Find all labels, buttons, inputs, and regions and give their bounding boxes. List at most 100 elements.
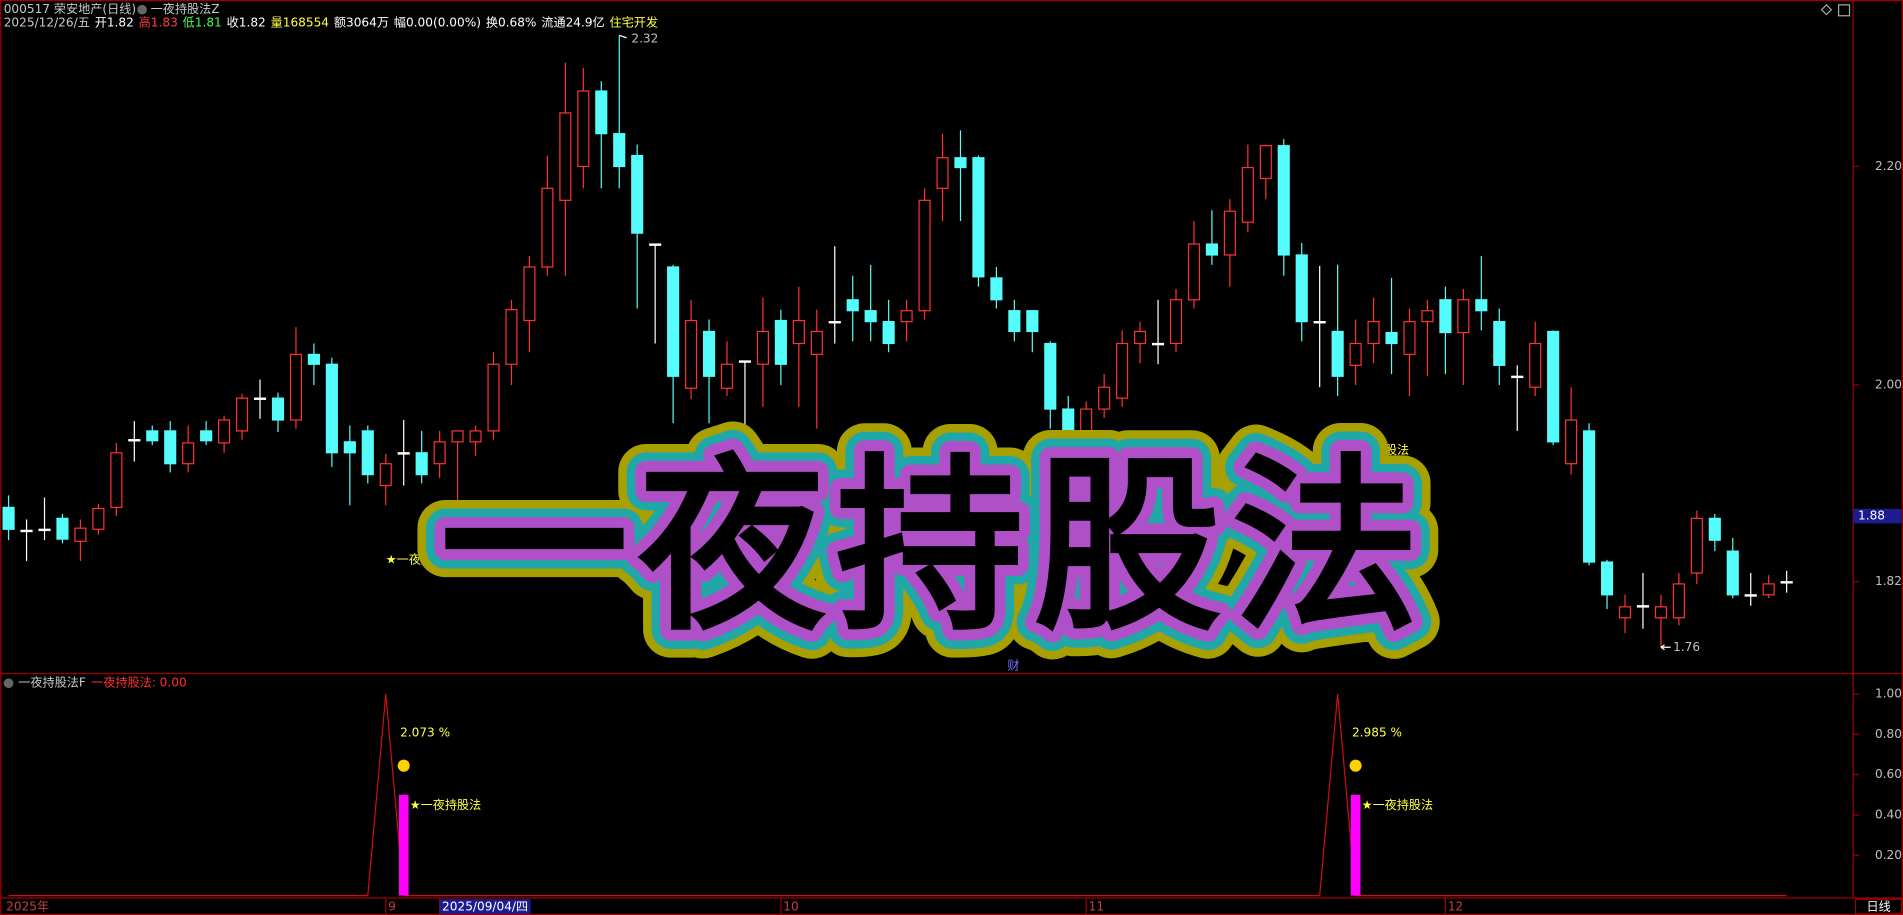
candle-body xyxy=(218,419,231,444)
y-tick-label: 0.20 xyxy=(1875,848,1902,862)
price-marker xyxy=(1853,508,1902,524)
candle-body xyxy=(1169,299,1183,345)
header-item: 流通24.9亿 xyxy=(541,15,604,30)
candle-body xyxy=(810,330,823,356)
candle-body xyxy=(1439,299,1452,334)
period-label[interactable]: 日线 xyxy=(1867,900,1891,914)
candle-body xyxy=(846,299,859,312)
candle-body xyxy=(1583,430,1596,563)
candle-body xyxy=(38,528,51,532)
candle-body xyxy=(1187,243,1201,301)
candle-body xyxy=(1241,166,1254,223)
candle-body xyxy=(92,507,105,530)
period-button[interactable] xyxy=(1854,898,1903,915)
header-item: 量168554 xyxy=(271,16,330,30)
candle-body xyxy=(1080,408,1093,432)
candle-body xyxy=(577,90,590,168)
candle-body xyxy=(361,430,374,476)
signal-note: ★一夜持股法 xyxy=(1362,797,1434,812)
candle-body xyxy=(792,319,805,345)
candle-body xyxy=(1403,321,1416,356)
candle-body xyxy=(864,310,877,323)
candle-body xyxy=(1026,310,1039,333)
max-pointer xyxy=(619,34,627,39)
candle-body xyxy=(469,430,482,443)
y-tick-label: 1.82 xyxy=(1875,574,1902,588)
candle-body xyxy=(20,529,33,533)
candle-body xyxy=(1672,583,1685,619)
overlay-title: 一夜持股法 xyxy=(440,438,1429,657)
candle-body xyxy=(343,441,356,454)
signal-pct: 2.073 % xyxy=(400,725,450,739)
menu-icon[interactable] xyxy=(3,678,14,689)
x-tick-label: 10 xyxy=(783,900,798,914)
header-item: 开1.82 xyxy=(95,16,134,30)
y-tick-label: 0.60 xyxy=(1875,767,1902,781)
signal-bar xyxy=(398,794,409,896)
candle-body xyxy=(1780,581,1793,584)
candle-body xyxy=(720,363,734,389)
candle-body xyxy=(559,112,572,201)
footer-mark: 财 xyxy=(1007,659,1019,673)
overlay-title: 一夜持股法 xyxy=(440,438,1429,657)
smiley xyxy=(1349,759,1362,772)
candle-body xyxy=(631,154,644,234)
candle-body xyxy=(900,310,913,323)
price-marker-label: 1.88 xyxy=(1858,509,1885,523)
header-item: 换0.68% xyxy=(486,16,537,30)
candle-body xyxy=(918,199,931,312)
x-tick-label: 9 xyxy=(388,900,396,914)
candle-body xyxy=(1367,321,1380,345)
candle-body xyxy=(1421,310,1434,323)
signal-note: ★一夜持股法 xyxy=(410,797,482,812)
candle-body xyxy=(1223,210,1236,256)
candle-body xyxy=(56,517,69,540)
overlay-title: 一夜持股法 xyxy=(440,438,1429,657)
candle-body xyxy=(74,527,87,542)
candle-body xyxy=(182,442,195,465)
candle-body xyxy=(289,353,303,421)
candle-body xyxy=(505,309,518,365)
y-tick-label: 2.20 xyxy=(1875,159,1902,173)
candle-body xyxy=(451,430,464,443)
candle-body xyxy=(1636,605,1650,608)
candle-body xyxy=(1385,331,1398,345)
candle-body xyxy=(1654,606,1667,619)
candle-body xyxy=(271,397,285,421)
diamond-icon[interactable] xyxy=(1820,3,1833,16)
x-tick-label: 2025/09/04/四 xyxy=(442,900,528,914)
candle-body xyxy=(1205,243,1218,256)
overlay-title: 一夜持股法 xyxy=(440,438,1429,657)
candle-body xyxy=(379,463,392,487)
candle-body xyxy=(146,430,159,442)
window-icon[interactable] xyxy=(1837,4,1851,17)
candle-body xyxy=(613,133,626,168)
x-tick-label: 2025年 xyxy=(6,900,49,914)
candle-body xyxy=(1098,386,1111,410)
candle-body xyxy=(1547,330,1560,443)
header-item: 收1.82 xyxy=(227,16,266,30)
candle-body xyxy=(828,321,841,324)
candle-body xyxy=(1277,145,1290,256)
max-label: 2.32 xyxy=(631,31,658,45)
candle-body xyxy=(110,452,123,509)
candle-body xyxy=(325,363,338,454)
cursor-date-bg xyxy=(439,899,531,914)
candle-body xyxy=(685,319,698,389)
header-item: 000517 荣安地产(日线) xyxy=(4,1,136,16)
candle-body xyxy=(307,353,320,365)
candle-body xyxy=(397,452,410,455)
candle-body xyxy=(1744,594,1757,597)
y-tick-label: 1.00 xyxy=(1875,687,1902,701)
candle-body xyxy=(738,360,752,363)
indicator-readout: 一夜持股法: 0.00 xyxy=(91,675,187,690)
candle-body xyxy=(487,363,500,432)
candle-body xyxy=(1493,321,1506,366)
candle-body xyxy=(954,157,967,169)
candle-body xyxy=(595,90,608,135)
menu-icon[interactable] xyxy=(137,4,147,15)
header-item: 低1.81 xyxy=(183,16,222,30)
candle-body xyxy=(164,430,177,465)
candle-body xyxy=(774,319,787,365)
